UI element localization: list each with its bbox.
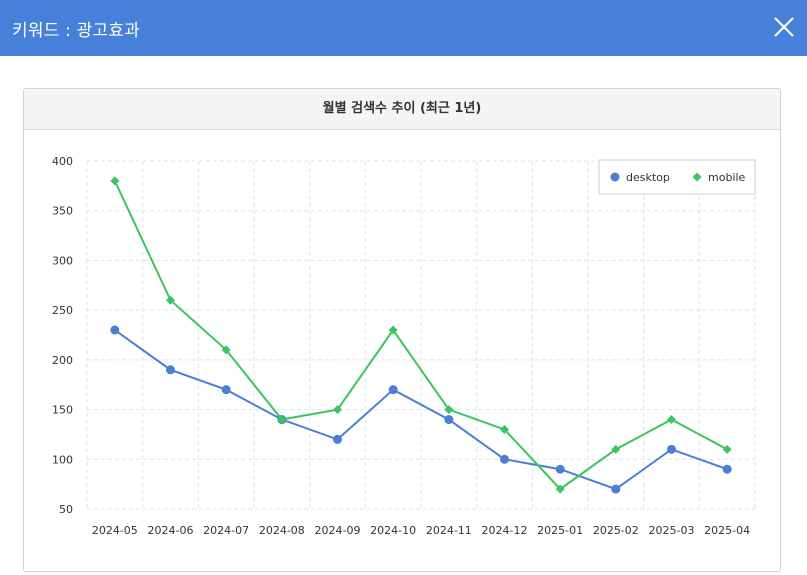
chart-panel: 월별 검색수 추이 (최근 1년) 50 100 150 200 250 300 350 40… xyxy=(23,88,781,572)
window-title: 키워드 : 광고효과 xyxy=(12,21,141,41)
data-point-mobile xyxy=(611,444,621,454)
series-line-desktop xyxy=(114,329,728,491)
x-tick-label: 2024-07 xyxy=(203,524,249,537)
x-tick-label: 2025-01 xyxy=(537,524,583,537)
data-point-mobile xyxy=(333,405,342,415)
chart-title: 월별 검색수 추이 (최근 1년) xyxy=(24,89,780,130)
legend-box xyxy=(598,159,756,195)
data-point-mobile xyxy=(722,444,732,454)
data-point-desktop xyxy=(611,484,621,494)
data-point-mobile xyxy=(444,405,454,415)
data-point-desktop xyxy=(388,385,398,395)
x-tick-label: 2024-08 xyxy=(259,524,305,537)
data-point-mobile xyxy=(277,415,287,425)
data-point-desktop xyxy=(166,365,175,375)
data-point-mobile xyxy=(166,295,175,305)
legend-marker-mobile xyxy=(692,172,702,182)
data-point-mobile xyxy=(221,345,231,355)
data-point-mobile xyxy=(667,415,676,425)
x-tick-label: 2024-11 xyxy=(426,524,472,537)
close-icon[interactable] xyxy=(773,16,795,38)
x-tick-label: 2024-09 xyxy=(315,524,361,537)
x-tick-label: 2025-04 xyxy=(704,524,750,537)
data-point-mobile xyxy=(555,484,565,494)
y-axis: 50 100 150 200 250 300 350 400 xyxy=(52,155,73,516)
data-point-desktop xyxy=(444,415,454,425)
series-line-mobile xyxy=(113,180,728,491)
y-tick-label: 350 xyxy=(52,205,73,218)
x-tick-label: 2024-06 xyxy=(148,524,194,537)
y-tick-label: 300 xyxy=(52,254,73,267)
x-axis: 2024-05 2024-06 2024-07 2024-08 2024-09 2024-… xyxy=(92,524,750,537)
data-point-mobile xyxy=(500,424,509,434)
x-tick-label: 2024-05 xyxy=(92,524,138,537)
y-tick-label: 200 xyxy=(52,354,73,367)
series-layer xyxy=(110,176,732,494)
data-point-desktop xyxy=(221,385,231,395)
data-point-mobile xyxy=(388,325,398,335)
y-tick-label: 150 xyxy=(52,404,73,417)
legend-label-desktop: desktop xyxy=(626,171,670,184)
data-point-desktop xyxy=(110,325,120,335)
y-tick-label: 100 xyxy=(52,453,73,466)
grid xyxy=(86,160,756,510)
x-tick-label: 2025-02 xyxy=(593,524,639,537)
x-tick-label: 2024-10 xyxy=(370,524,416,537)
y-tick-label: 250 xyxy=(52,304,73,317)
data-point-mobile xyxy=(110,176,120,186)
title-bar: 키워드 : 광고효과 xyxy=(0,0,807,56)
legend: desktop mobile xyxy=(598,159,756,195)
data-point-desktop xyxy=(500,454,509,464)
data-point-desktop xyxy=(722,464,732,474)
x-tick-label: 2024-12 xyxy=(482,524,528,537)
y-tick-label: 50 xyxy=(59,503,73,516)
data-point-desktop xyxy=(667,444,676,454)
x-tick-label: 2025-03 xyxy=(649,524,695,537)
legend-label-mobile: mobile xyxy=(708,171,746,184)
legend-marker-desktop xyxy=(610,172,620,182)
data-point-desktop xyxy=(333,434,342,444)
y-tick-label: 400 xyxy=(52,155,73,168)
data-point-desktop xyxy=(555,464,565,474)
